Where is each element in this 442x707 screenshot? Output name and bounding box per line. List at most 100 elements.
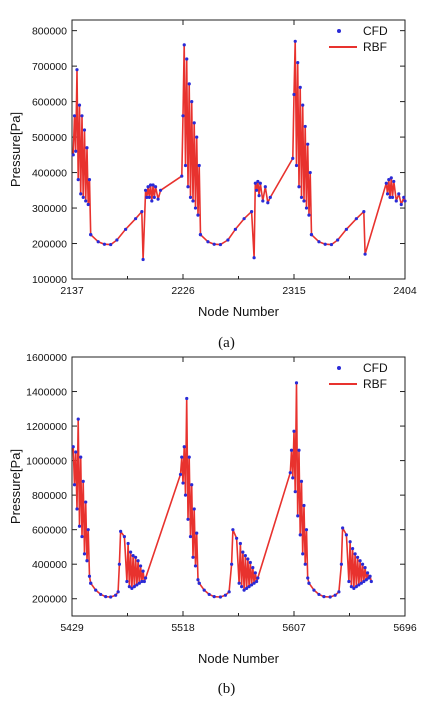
cfd-point bbox=[148, 183, 153, 187]
cfd-point bbox=[363, 566, 367, 570]
cfd-point bbox=[72, 114, 77, 118]
chart-panel-a: 100000 200000 300000 400000 500000 600000 7000… bbox=[8, 19, 417, 351]
cfd-point bbox=[76, 417, 80, 421]
y-tick-label: 200000 bbox=[32, 594, 67, 606]
cfd-point bbox=[79, 455, 83, 459]
cfd-point bbox=[362, 579, 366, 584]
cfd-point bbox=[81, 479, 85, 483]
x-axis-label: Node Number bbox=[198, 651, 280, 666]
cfd-point bbox=[302, 199, 306, 203]
x-tick-label: 2226 bbox=[171, 285, 195, 297]
cfd-point bbox=[74, 450, 78, 454]
cfd-point bbox=[402, 195, 406, 199]
cfd-point bbox=[403, 199, 407, 203]
cfd-point bbox=[182, 445, 186, 449]
cfd-point bbox=[356, 555, 360, 559]
cfd-point bbox=[153, 185, 158, 189]
cfd-point bbox=[180, 455, 184, 459]
cfd-point bbox=[248, 560, 252, 565]
cfd-point bbox=[150, 199, 154, 203]
cfd-point bbox=[291, 476, 295, 480]
cfd-point bbox=[197, 163, 201, 168]
cfd-point bbox=[302, 503, 306, 508]
cfd-point bbox=[96, 240, 100, 244]
cfd-point bbox=[132, 585, 136, 589]
cfd-point bbox=[117, 562, 121, 566]
cfd-point bbox=[134, 555, 138, 559]
cfd-point bbox=[349, 585, 353, 589]
cfd-point bbox=[360, 562, 365, 566]
cfd-point bbox=[202, 588, 206, 592]
cfd-point bbox=[114, 593, 118, 597]
cfd-point bbox=[183, 493, 188, 497]
cfd-point bbox=[347, 579, 351, 584]
cfd-point bbox=[292, 429, 296, 433]
y-axis-label: Pressure[Pa] bbox=[8, 112, 23, 187]
cfd-point bbox=[138, 564, 143, 568]
cfd-point bbox=[344, 227, 348, 231]
cfd-point bbox=[252, 581, 256, 585]
x-tick-label: 5429 bbox=[60, 622, 84, 634]
cfd-point bbox=[317, 592, 321, 597]
cfd-point bbox=[142, 579, 146, 584]
cfd-point bbox=[140, 579, 144, 584]
cfd-point bbox=[102, 242, 107, 246]
cfd-point bbox=[344, 533, 348, 537]
cfd-point bbox=[254, 188, 259, 192]
cfd-point bbox=[237, 581, 241, 585]
cfd-point bbox=[390, 195, 395, 199]
cfd-point bbox=[147, 195, 151, 199]
cfd-point bbox=[303, 562, 307, 566]
cfd-point bbox=[365, 571, 370, 575]
cfd-point bbox=[298, 85, 302, 90]
cfd-point bbox=[99, 592, 103, 597]
cfd-point bbox=[182, 43, 186, 47]
cfd-point bbox=[307, 581, 311, 585]
cfd-point bbox=[243, 553, 247, 558]
cfd-point bbox=[245, 586, 249, 590]
cfd-point bbox=[87, 178, 92, 182]
cfd-point bbox=[308, 170, 312, 175]
cfd-point bbox=[206, 240, 210, 244]
cfd-point bbox=[341, 526, 345, 530]
cfd-point bbox=[86, 528, 90, 532]
cfd-point bbox=[115, 238, 119, 242]
cfd-point bbox=[143, 576, 148, 580]
cfd-point bbox=[196, 578, 200, 582]
cfd-point bbox=[85, 559, 89, 563]
cfd-point bbox=[296, 514, 300, 518]
cfd-point bbox=[238, 541, 242, 546]
cfd-point bbox=[385, 192, 390, 196]
cfd-point bbox=[297, 185, 301, 189]
y-tick-label: 1000000 bbox=[26, 456, 67, 468]
cfd-point bbox=[293, 39, 297, 43]
y-tick-label: 300000 bbox=[32, 203, 67, 215]
panel-caption: (a) bbox=[218, 335, 235, 351]
cfd-point bbox=[235, 536, 239, 540]
cfd-point bbox=[307, 213, 311, 217]
cfd-point bbox=[253, 181, 257, 185]
cfd-point bbox=[77, 103, 82, 107]
plot-area bbox=[71, 19, 406, 280]
cfd-point bbox=[249, 209, 254, 214]
cfd-point bbox=[82, 128, 87, 132]
x-axis-label: Node Number bbox=[198, 304, 280, 319]
cfd-point bbox=[81, 195, 85, 199]
cfd-point bbox=[304, 206, 309, 210]
cfd-point bbox=[247, 585, 251, 589]
legend-rbf-label: RBF bbox=[363, 377, 387, 391]
cfd-point bbox=[263, 185, 267, 189]
cfd-point bbox=[86, 202, 90, 207]
cfd-point bbox=[119, 529, 123, 533]
cfd-point bbox=[134, 217, 138, 221]
cfd-point bbox=[130, 586, 134, 590]
y-tick-label: 800000 bbox=[32, 26, 67, 38]
cfd-point bbox=[368, 574, 372, 578]
chart-panel-b: 200000 400000 600000 800000 1000000 1200000 14… bbox=[8, 352, 417, 697]
cfd-point bbox=[85, 146, 89, 150]
cfd-point bbox=[358, 559, 362, 563]
cfd-point bbox=[187, 82, 191, 86]
cfd-point bbox=[143, 188, 148, 192]
y-tick-label: 200000 bbox=[32, 239, 67, 251]
cfd-point bbox=[230, 562, 234, 566]
